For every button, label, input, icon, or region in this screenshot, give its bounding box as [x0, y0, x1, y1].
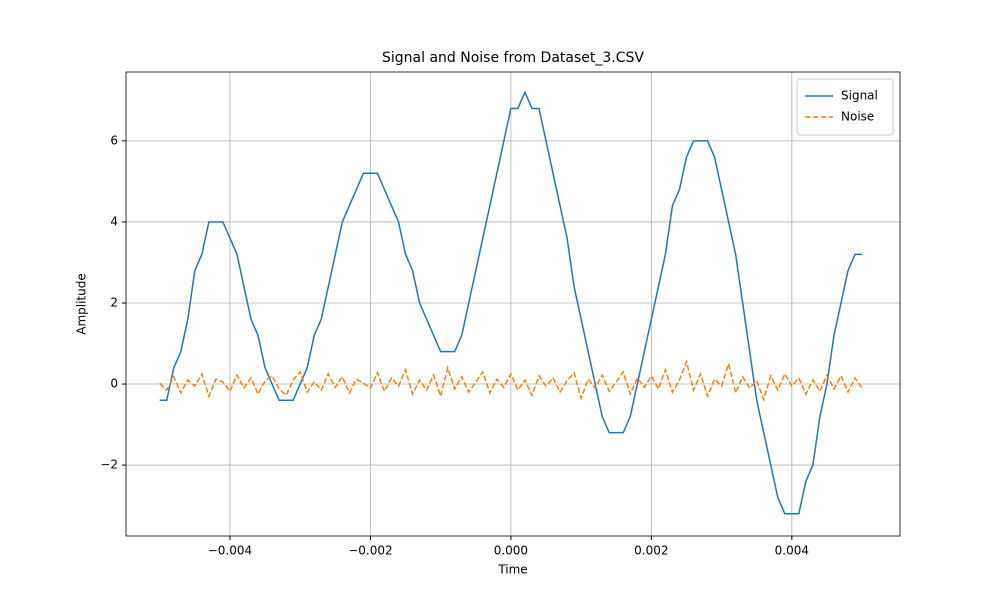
series-line	[159, 90, 863, 515]
x-tick-label: 0.002	[634, 544, 668, 558]
x-tick-label: 0.004	[775, 544, 809, 558]
y-axis-label: Amplitude	[75, 273, 89, 335]
legend: Signal Noise	[796, 78, 894, 136]
x-tick-label: −0.004	[208, 544, 252, 558]
x-tick-label: 0.000	[494, 544, 528, 558]
y-tick-label: 4	[110, 214, 118, 228]
y-tick-label: 0	[110, 377, 118, 391]
series-line	[159, 359, 863, 402]
plot-frame	[125, 71, 901, 537]
y-tick-label: 2	[110, 295, 118, 309]
legend-box	[796, 78, 894, 136]
legend-label: Signal	[841, 89, 878, 103]
y-tick-label: 6	[110, 133, 118, 147]
x-tick-label: −0.002	[348, 544, 392, 558]
y-tick-label: −2	[100, 458, 118, 472]
legend-label: Noise	[841, 110, 874, 124]
x-axis-label: Time	[497, 563, 527, 577]
chart-title: Signal and Noise from Dataset_3.CSV	[382, 50, 644, 66]
